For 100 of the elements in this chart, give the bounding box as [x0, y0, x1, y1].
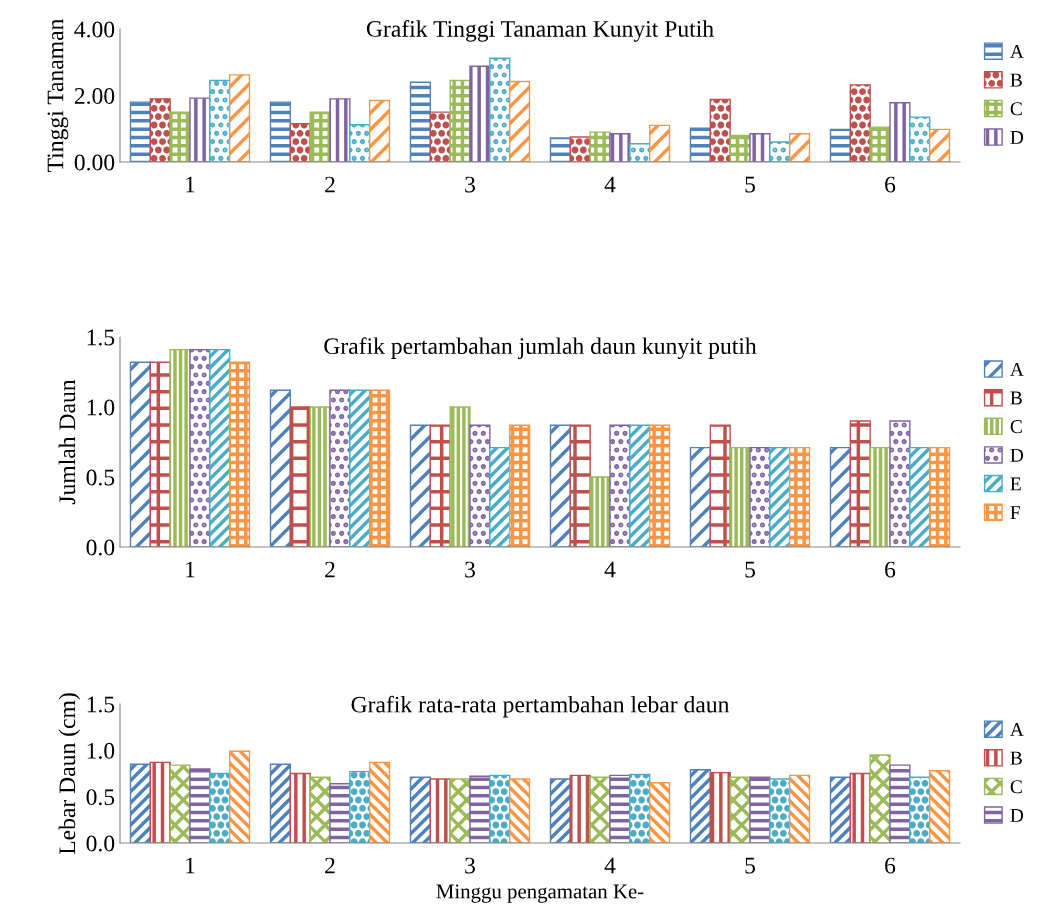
- bar: [889, 420, 911, 547]
- bar: [909, 446, 931, 547]
- bar: [928, 128, 951, 162]
- bar: [469, 65, 491, 162]
- bar: [928, 446, 951, 547]
- bar: [449, 79, 471, 162]
- bar: [129, 763, 152, 843]
- y-axis-title: Jumlah Daun: [58, 379, 76, 505]
- x-tick-label: 5: [745, 176, 755, 193]
- x-tick-label: 6: [885, 561, 896, 578]
- bar: [129, 361, 152, 547]
- y-tick-label: 2.00: [74, 87, 115, 105]
- bar: [489, 57, 511, 162]
- bar: [469, 775, 491, 843]
- bar: [589, 776, 611, 843]
- bar: [709, 424, 731, 547]
- x-tick-label: 1: [186, 561, 195, 578]
- bar: [309, 406, 331, 547]
- x-tick-label: 3: [465, 561, 475, 578]
- bar: [648, 782, 671, 843]
- x-tick-label: 1: [186, 176, 195, 193]
- y-tick-label: 1.0: [87, 399, 115, 416]
- chart-title: Grafik Tinggi Tanaman Kunyit Putih: [366, 20, 714, 42]
- bar: [508, 80, 531, 162]
- bar: [309, 776, 331, 843]
- bar: [349, 770, 371, 843]
- bar: [689, 446, 712, 547]
- legend-label: A: [1010, 723, 1024, 736]
- legend-label: D: [1010, 131, 1024, 144]
- bar: [749, 776, 771, 843]
- bar: [829, 128, 852, 162]
- bar: [629, 143, 651, 162]
- bar: [409, 424, 432, 547]
- legend-label: D: [1010, 448, 1024, 462]
- bar: [189, 768, 211, 843]
- x-tick-label: 2: [325, 857, 335, 874]
- bar: [269, 763, 292, 843]
- chart-title: Grafik rata-rata pertambahan lebar daun: [351, 695, 730, 718]
- x-tick-label: 3: [465, 176, 475, 193]
- bar: [228, 361, 251, 547]
- y-tick-label: 1.5: [87, 696, 115, 713]
- bar: [648, 124, 671, 162]
- bar: [209, 772, 231, 843]
- bar: [329, 389, 351, 547]
- y-tick-label: 1.5: [87, 329, 115, 346]
- bar: [569, 424, 591, 547]
- bar: [889, 764, 911, 843]
- legend-label: C: [1010, 420, 1022, 434]
- bar: [928, 770, 951, 843]
- bar: [269, 389, 292, 547]
- bar: [209, 79, 231, 162]
- bar: [169, 111, 191, 162]
- legend-label: F: [1010, 506, 1020, 519]
- bar: [368, 389, 391, 547]
- bar: [629, 424, 651, 547]
- bar: [909, 116, 931, 162]
- bar: [769, 446, 791, 547]
- bar: [508, 424, 531, 547]
- bar: [788, 774, 811, 843]
- x-tick-label: 4: [604, 857, 616, 874]
- y-tick-label: 0.5: [86, 789, 115, 806]
- bar: [349, 124, 371, 162]
- y-tick-label: 0.0: [86, 835, 115, 852]
- bar: [368, 99, 391, 162]
- bar: [849, 420, 871, 547]
- legend-label: A: [1010, 362, 1024, 376]
- x-tick-label: 1: [186, 857, 195, 874]
- x-tick-label: 4: [604, 176, 616, 193]
- bar: [329, 98, 351, 162]
- bar: [609, 424, 631, 547]
- bar: [209, 348, 231, 547]
- bar: [508, 778, 531, 843]
- bar: [409, 776, 432, 843]
- y-axis-title: Tinggi Tanaman: [47, 18, 69, 172]
- x-tick-label: 3: [465, 857, 475, 874]
- x-tick-label: 2: [325, 561, 335, 578]
- legend-label: C: [1010, 780, 1022, 794]
- bar: [469, 424, 491, 547]
- bar: [749, 133, 771, 162]
- bar: [589, 131, 611, 162]
- bar: [169, 348, 191, 547]
- y-tick-label: 0.5: [86, 469, 115, 486]
- x-axis-title: Minggu pengamatan Ke-: [436, 884, 644, 903]
- bar: [409, 81, 432, 162]
- legend-label: D: [1010, 809, 1024, 822]
- legend-label: B: [1010, 391, 1022, 405]
- bar: [729, 134, 751, 162]
- bar: [549, 424, 572, 547]
- bar: [689, 127, 712, 162]
- bar: [648, 424, 671, 547]
- bar: [769, 141, 791, 162]
- bar: [829, 446, 852, 547]
- x-tick-label: 2: [325, 176, 335, 193]
- bar: [849, 84, 871, 162]
- y-tick-label: 0.00: [74, 154, 115, 171]
- bar: [228, 750, 251, 843]
- bar: [869, 126, 891, 162]
- bar: [889, 102, 911, 162]
- legend-label: E: [1010, 477, 1021, 491]
- bar: [189, 348, 211, 547]
